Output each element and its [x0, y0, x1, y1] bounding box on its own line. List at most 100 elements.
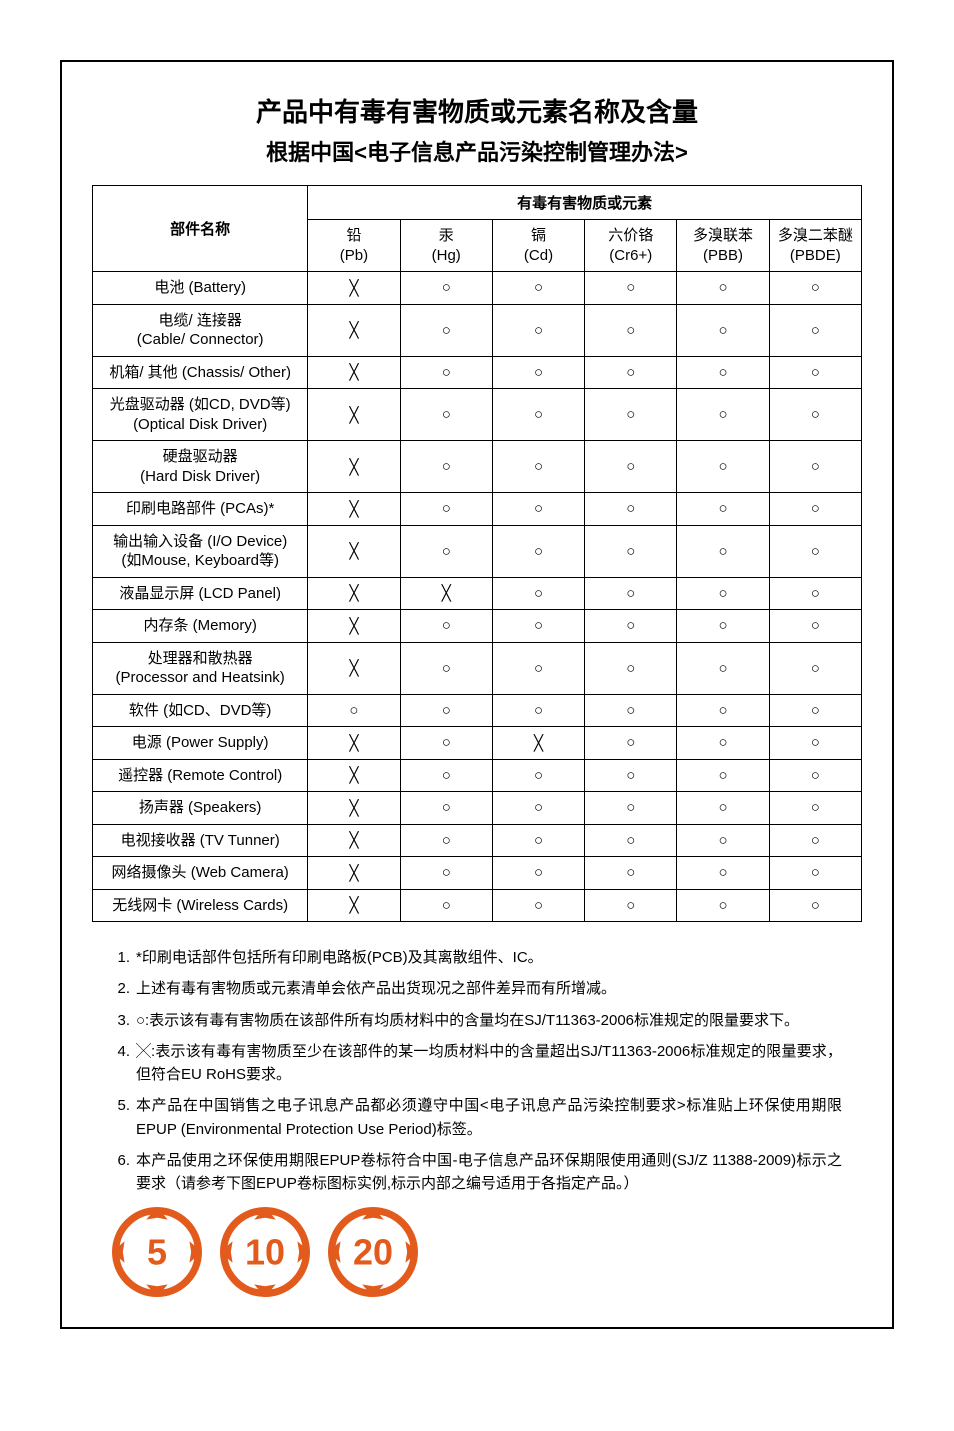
cell: ○ [400, 525, 492, 577]
row-label: 硬盘驱动器(Hard Disk Driver) [93, 441, 308, 493]
table-body: 电池 (Battery)╳○○○○○电缆/ 连接器(Cable/ Connect… [93, 272, 862, 922]
row-label: 液晶显示屏 (LCD Panel) [93, 577, 308, 610]
cell: ○ [585, 525, 677, 577]
cell: ○ [400, 610, 492, 643]
note-item: 1.*印刷电话部件包括所有印刷电路板(PCB)及其离散组件、IC。 [112, 946, 842, 969]
epup-badge-20: 20 [328, 1207, 418, 1297]
note-number: 6. [112, 1149, 136, 1196]
table-row: 电视接收器 (TV Tunner)╳○○○○○ [93, 824, 862, 857]
cell: ╳ [308, 824, 400, 857]
table-row: 遥控器 (Remote Control)╳○○○○○ [93, 759, 862, 792]
table-row: 印刷电路部件 (PCAs)*╳○○○○○ [93, 493, 862, 526]
cell: ○ [585, 824, 677, 857]
cell: ○ [400, 389, 492, 441]
th-col-3: 六价铬(Cr6+) [585, 220, 677, 272]
th-col-1: 汞(Hg) [400, 220, 492, 272]
note-number: 1. [112, 946, 136, 969]
substance-table: 部件名称 有毒有害物质或元素 铅(Pb)汞(Hg)镉(Cd)六价铬(Cr6+)多… [92, 185, 862, 922]
cell: ○ [769, 694, 861, 727]
th-group: 有毒有害物质或元素 [308, 186, 862, 220]
epup-badges-row: 5 10 20 [92, 1207, 862, 1297]
table-row: 内存条 (Memory)╳○○○○○ [93, 610, 862, 643]
th-col-4: 多溴联苯(PBB) [677, 220, 769, 272]
cell: ○ [400, 356, 492, 389]
note-number: 4. [112, 1040, 136, 1087]
row-label: 电池 (Battery) [93, 272, 308, 305]
cell: ○ [492, 389, 584, 441]
cell: ╳ [308, 889, 400, 922]
cell: ○ [492, 694, 584, 727]
table-row: 电缆/ 连接器(Cable/ Connector)╳○○○○○ [93, 304, 862, 356]
cell: ○ [492, 759, 584, 792]
cell: ○ [677, 889, 769, 922]
cell: ○ [677, 694, 769, 727]
note-text: ○:表示该有毒有害物质在该部件所有均质材料中的含量均在SJ/T11363-200… [136, 1009, 842, 1032]
cell: ○ [769, 389, 861, 441]
cell: ○ [492, 792, 584, 825]
cell: ○ [769, 577, 861, 610]
cell: ○ [585, 642, 677, 694]
cell: ○ [400, 727, 492, 760]
note-item: 6.本产品使用之环保使用期限EPUP卷标符合中国-电子信息产品环保期限使用通则(… [112, 1149, 842, 1196]
table-row: 机箱/ 其他 (Chassis/ Other)╳○○○○○ [93, 356, 862, 389]
cell: ○ [492, 356, 584, 389]
cell: ○ [769, 889, 861, 922]
cell: ○ [585, 792, 677, 825]
cell: ○ [492, 493, 584, 526]
cell: ○ [400, 493, 492, 526]
cell: ○ [677, 610, 769, 643]
cell: ○ [769, 356, 861, 389]
epup-badge-5: 5 [112, 1207, 202, 1297]
row-label: 印刷电路部件 (PCAs)* [93, 493, 308, 526]
note-number: 3. [112, 1009, 136, 1032]
th-col-5: 多溴二苯醚(PBDE) [769, 220, 861, 272]
note-item: 5.本产品在中国销售之电子讯息产品都必须遵守中国<电子讯息产品污染控制要求>标准… [112, 1094, 842, 1141]
row-label: 电视接收器 (TV Tunner) [93, 824, 308, 857]
cell: ○ [400, 694, 492, 727]
doc-title: 产品中有毒有害物质或元素名称及含量 [92, 92, 862, 129]
table-row: 处理器和散热器(Processor and Heatsink)╳○○○○○ [93, 642, 862, 694]
row-label: 无线网卡 (Wireless Cards) [93, 889, 308, 922]
cell: ○ [492, 525, 584, 577]
cell: ○ [585, 577, 677, 610]
table-row: 网络摄像头 (Web Camera)╳○○○○○ [93, 857, 862, 890]
cell: ╳ [308, 610, 400, 643]
cell: ○ [492, 889, 584, 922]
cell: ○ [492, 577, 584, 610]
cell: ○ [492, 824, 584, 857]
cell: ○ [677, 356, 769, 389]
row-label: 网络摄像头 (Web Camera) [93, 857, 308, 890]
doc-subtitle: 根据中国<电子信息产品污染控制管理办法> [92, 135, 862, 167]
cell: ╳ [308, 493, 400, 526]
cell: ○ [585, 857, 677, 890]
table-row: 无线网卡 (Wireless Cards)╳○○○○○ [93, 889, 862, 922]
cell: ○ [769, 441, 861, 493]
table-row: 硬盘驱动器(Hard Disk Driver)╳○○○○○ [93, 441, 862, 493]
th-col-2: 镉(Cd) [492, 220, 584, 272]
cell: ○ [585, 694, 677, 727]
cell: ○ [492, 441, 584, 493]
cell: ╳ [308, 642, 400, 694]
svg-text:10: 10 [245, 1232, 285, 1273]
cell: ○ [585, 304, 677, 356]
cell: ╳ [308, 389, 400, 441]
cell: ○ [585, 759, 677, 792]
cell: ○ [400, 441, 492, 493]
cell: ○ [769, 610, 861, 643]
table-row: 电源 (Power Supply)╳○╳○○○ [93, 727, 862, 760]
cell: ○ [492, 857, 584, 890]
table-row: 光盘驱动器 (如CD, DVD等)(Optical Disk Driver)╳○… [93, 389, 862, 441]
cell: ○ [400, 272, 492, 305]
cell: ○ [677, 577, 769, 610]
cell: ○ [492, 610, 584, 643]
cell: ○ [308, 694, 400, 727]
row-label: 内存条 (Memory) [93, 610, 308, 643]
cell: ╳ [308, 356, 400, 389]
cell: ○ [400, 304, 492, 356]
row-label: 输出输入设备 (I/O Device)(如Mouse, Keyboard等) [93, 525, 308, 577]
table-row: 液晶显示屏 (LCD Panel)╳╳○○○○ [93, 577, 862, 610]
cell: ○ [677, 642, 769, 694]
cell: ╳ [308, 759, 400, 792]
cell: ○ [585, 389, 677, 441]
table-row: 电池 (Battery)╳○○○○○ [93, 272, 862, 305]
